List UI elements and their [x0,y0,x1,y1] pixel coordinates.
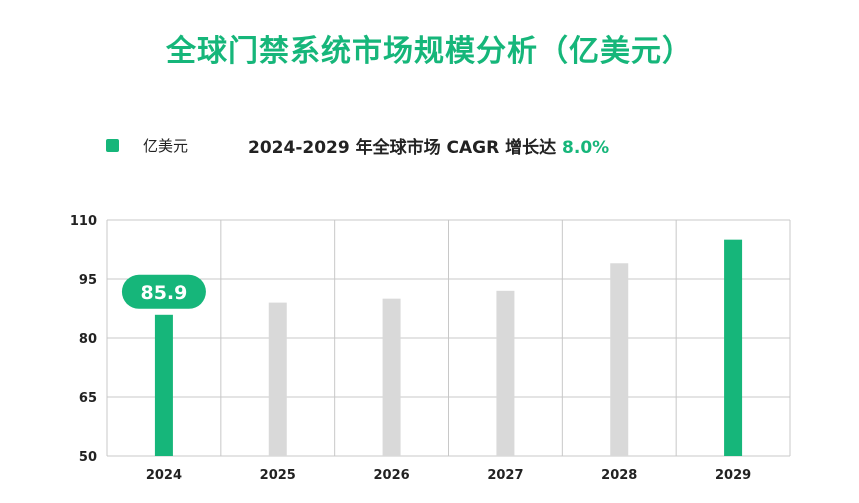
cagr-summary: 2024-2029 年全球市场 CAGR 增长达 8.0% [248,133,609,158]
x-tick-label: 2025 [260,468,296,483]
bar-2029 [724,239,743,456]
page-title: 全球门禁系统市场规模分析（亿美元） [166,34,693,69]
x-tick-label: 2026 [373,468,409,483]
x-tick-label: 2027 [487,468,523,483]
x-tick-label: 2024 [146,468,182,483]
y-tick-label: 65 [79,391,97,406]
cagr-prefix: 2024-2029 年全球市场 CAGR 增长达 [248,138,563,158]
y-tick-label: 50 [79,450,97,465]
y-tick-label: 80 [79,332,97,347]
legend-swatch [106,139,119,152]
bar-2028 [610,263,629,456]
x-tick-label: 2029 [715,468,751,483]
legend-label: 亿美元 [143,137,189,155]
x-tick-label: 2028 [601,468,637,483]
bar-2027 [496,290,515,456]
bar-2025 [268,302,287,456]
bar-2024 [154,314,173,456]
data-label-pill [121,274,206,309]
bar-2026 [382,298,401,456]
data-label: 85.9 [140,282,187,304]
cagr-value: 8.0% [562,138,610,158]
y-tick-label: 95 [79,273,97,288]
y-tick-label: 110 [70,214,97,229]
